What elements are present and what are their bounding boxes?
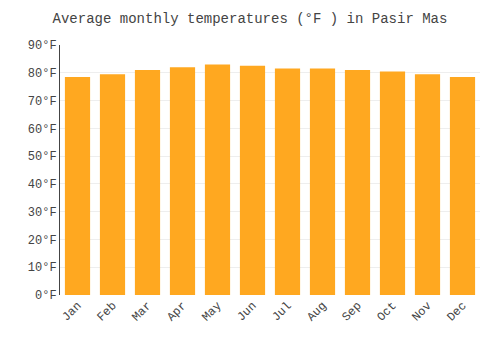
svg-text:20°F: 20°F bbox=[28, 234, 57, 248]
svg-text:Jul: Jul bbox=[269, 299, 294, 324]
svg-text:Jan: Jan bbox=[59, 299, 84, 324]
svg-text:Nov: Nov bbox=[409, 299, 434, 324]
svg-text:Jun: Jun bbox=[234, 299, 259, 324]
svg-text:Sep: Sep bbox=[339, 299, 364, 324]
svg-text:60°F: 60°F bbox=[28, 123, 57, 137]
svg-text:50°F: 50°F bbox=[28, 150, 57, 164]
svg-text:Mar: Mar bbox=[129, 299, 154, 324]
svg-text:40°F: 40°F bbox=[28, 178, 57, 192]
svg-text:Dec: Dec bbox=[444, 299, 469, 324]
svg-text:Feb: Feb bbox=[94, 299, 119, 324]
svg-text:70°F: 70°F bbox=[28, 95, 57, 109]
svg-text:Oct: Oct bbox=[374, 299, 399, 324]
svg-text:Apr: Apr bbox=[164, 299, 189, 324]
svg-text:10°F: 10°F bbox=[28, 261, 57, 275]
svg-text:Average monthly temperatures (: Average monthly temperatures (°F ) in Pa… bbox=[53, 11, 448, 27]
svg-text:30°F: 30°F bbox=[28, 206, 57, 220]
svg-text:90°F: 90°F bbox=[28, 39, 57, 53]
svg-text:May: May bbox=[199, 299, 224, 324]
svg-text:Aug: Aug bbox=[304, 299, 329, 324]
svg-text:0°F: 0°F bbox=[35, 289, 57, 303]
svg-text:80°F: 80°F bbox=[28, 67, 57, 81]
